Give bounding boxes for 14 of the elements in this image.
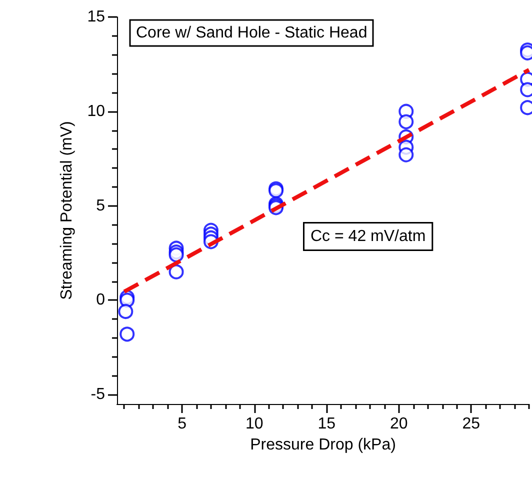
y-tick-label: -5 — [90, 386, 106, 404]
y-tick-label: 15 — [87, 8, 106, 26]
x-tick-label: 15 — [318, 416, 336, 432]
x-axis-title: Pressure Drop (kPa) — [250, 436, 396, 454]
y-tick-label: 0 — [96, 292, 106, 309]
x-tick-label: 5 — [178, 416, 187, 432]
x-tick-label: 25 — [462, 416, 480, 432]
x-tick-label: 20 — [390, 416, 408, 432]
y-tick-label: 10 — [87, 102, 106, 120]
x-tick-label: 10 — [245, 416, 264, 432]
y-tick-label: 5 — [96, 197, 106, 214]
chart-title: Core w/ Sand Hole - Static Head — [136, 24, 368, 42]
y-axis-title: Streaming Potential (mV) — [58, 121, 76, 300]
annotation: Cc = 42 mV/atm — [310, 228, 426, 245]
